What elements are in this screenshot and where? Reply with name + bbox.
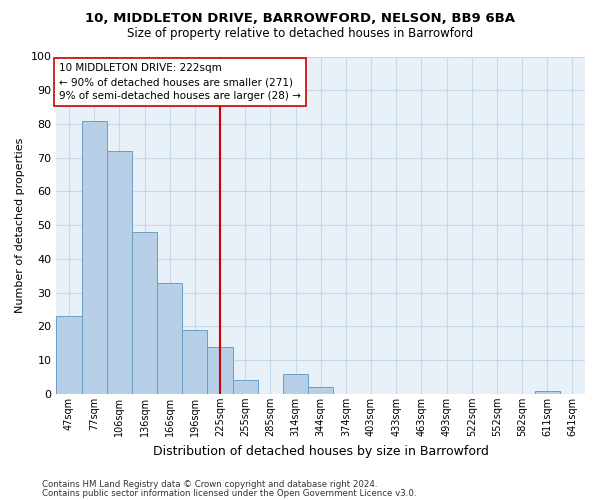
Bar [535,390,560,394]
Bar [233,380,258,394]
Text: 10, MIDDLETON DRIVE, BARROWFORD, NELSON, BB9 6BA: 10, MIDDLETON DRIVE, BARROWFORD, NELSON,… [85,12,515,26]
X-axis label: Distribution of detached houses by size in Barrowford: Distribution of detached houses by size … [153,444,488,458]
Bar [56,316,82,394]
Bar [107,151,132,394]
Bar [132,232,157,394]
Text: 10 MIDDLETON DRIVE: 222sqm
← 90% of detached houses are smaller (271)
9% of semi: 10 MIDDLETON DRIVE: 222sqm ← 90% of deta… [59,63,301,101]
Bar [82,120,107,394]
Y-axis label: Number of detached properties: Number of detached properties [15,138,25,313]
Bar [157,282,182,394]
Bar [283,374,308,394]
Bar [182,330,208,394]
Text: Contains public sector information licensed under the Open Government Licence v3: Contains public sector information licen… [42,488,416,498]
Text: Contains HM Land Registry data © Crown copyright and database right 2024.: Contains HM Land Registry data © Crown c… [42,480,377,489]
Bar [208,346,233,394]
Bar [308,387,333,394]
Text: Size of property relative to detached houses in Barrowford: Size of property relative to detached ho… [127,28,473,40]
